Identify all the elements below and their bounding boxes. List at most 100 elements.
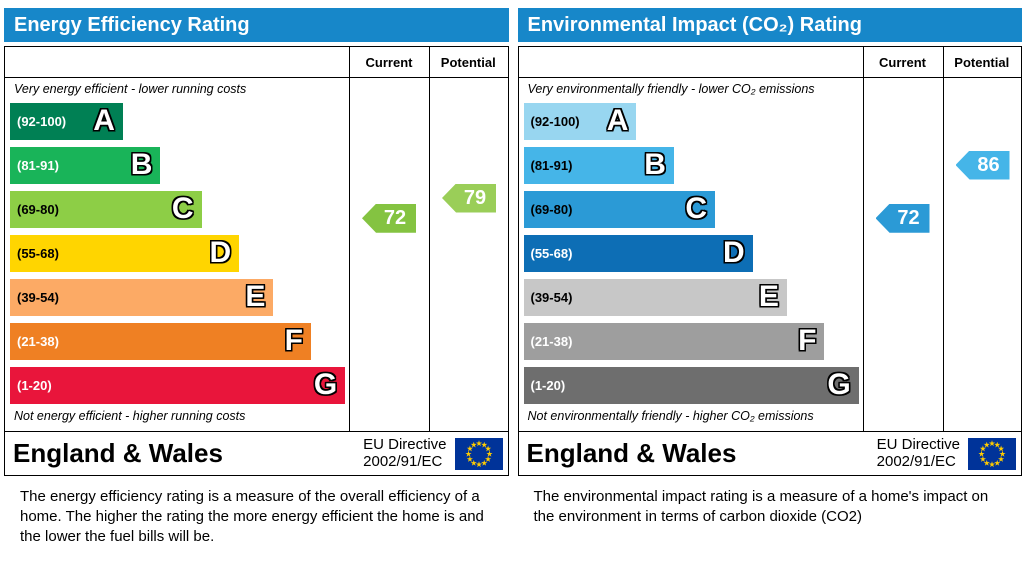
band-bar-e: (39-54) E: [523, 278, 787, 316]
band-bar-a: (92-100) A: [10, 102, 123, 140]
band-letter: B: [644, 148, 666, 181]
band-row-g: (1-20) G: [520, 363, 862, 407]
band-area: Very energy efficient - lower running co…: [6, 79, 348, 430]
band-letter: G: [827, 368, 851, 401]
band-bar-f: (21-38) F: [523, 322, 825, 360]
bands: (92-100) A (81-91) B (69-80) C (55-68) D (39-54)…: [520, 99, 862, 407]
band-range-label: (92-100): [530, 113, 580, 129]
band-row-b: (81-91) B: [6, 143, 348, 187]
column-headers: Current Potential: [5, 47, 508, 78]
band-letter: F: [284, 324, 303, 357]
band-letter: E: [758, 280, 779, 313]
footer: England & Wales EU Directive 2002/91/EC: [517, 431, 1022, 476]
environmental-impact-chart: Current Potential Very environmentally f…: [517, 46, 1022, 432]
eu-flag-icon: [968, 437, 1016, 470]
eu-directive-line1: EU Directive: [363, 435, 447, 453]
band-bar-b: (81-91) B: [10, 146, 161, 184]
band-range-label: (69-80): [530, 201, 573, 217]
potential-column-header: Potential: [440, 54, 496, 70]
band-row-b: (81-91) B: [520, 143, 862, 187]
eu-directive-line2: 2002/91/EC: [876, 452, 956, 470]
top-note: Very environmentally friendly - lower CO…: [527, 82, 815, 96]
band-bar-d: (55-68) D: [523, 234, 753, 272]
band-row-f: (21-38) F: [520, 319, 862, 363]
band-bar-f: (21-38) F: [10, 322, 311, 360]
band-row-a: (92-100) A: [520, 99, 862, 143]
energy-efficiency-title-bar: Energy Efficiency Rating: [4, 8, 509, 42]
band-range-label: (81-91): [17, 157, 59, 173]
band-letter: B: [130, 148, 153, 181]
panel-title-text: Energy Efficiency Rating: [14, 13, 250, 36]
energy-efficiency-chart: Current Potential Very energy efficient …: [4, 46, 509, 432]
energy-efficiency-panel: Energy Efficiency Rating Current Potenti…: [4, 8, 509, 547]
band-letter: A: [606, 104, 629, 137]
band-area: Very environmentally friendly - lower CO…: [520, 79, 862, 430]
top-note: Very energy efficient - lower running co…: [14, 82, 247, 96]
current-rating-arrow: 72: [362, 203, 416, 233]
band-letter: A: [93, 104, 115, 137]
band-range-label: (81-91): [530, 157, 573, 173]
band-bar-b: (81-91) B: [523, 146, 674, 184]
eu-flag-icon: [454, 437, 503, 470]
potential-rating-arrow: 86: [955, 150, 1010, 180]
column-headers: Current Potential: [518, 47, 1021, 78]
region-label: England & Wales: [526, 438, 737, 468]
band-letter: C: [685, 192, 708, 225]
band-row-f: (21-38) F: [6, 319, 348, 363]
current-column-header: Current: [879, 54, 926, 70]
potential-column-header: Potential: [954, 54, 1010, 70]
environmental-impact-panel: Environmental Impact (CO₂) Rating Curren…: [517, 8, 1022, 547]
band-bar-c: (69-80) C: [10, 190, 202, 228]
eu-directive-label: EU Directive 2002/91/EC: [363, 435, 447, 471]
band-range-label: (55-68): [530, 245, 573, 261]
band-letter: E: [245, 280, 266, 313]
band-range-label: (55-68): [17, 245, 59, 261]
band-bar-g: (1-20) G: [523, 366, 859, 404]
band-range-label: (21-38): [530, 333, 573, 349]
band-row-d: (55-68) D: [6, 231, 348, 275]
column-divider: [349, 47, 350, 431]
band-row-e: (39-54) E: [520, 275, 862, 319]
band-letter: G: [313, 368, 338, 401]
column-divider: [429, 47, 430, 431]
eu-directive-line2: 2002/91/EC: [363, 452, 443, 470]
band-range-label: (39-54): [17, 289, 59, 305]
band-letter: F: [798, 324, 817, 357]
region-label: England & Wales: [13, 438, 223, 468]
footer: England & Wales EU Directive 2002/91/EC: [4, 431, 509, 476]
bottom-note: Not energy efficient - higher running co…: [14, 409, 246, 423]
band-row-g: (1-20) G: [6, 363, 348, 407]
epc-ratings-page: Energy Efficiency Rating Current Potenti…: [4, 8, 1022, 547]
band-bar-g: (1-20) G: [10, 366, 346, 404]
band-bar-a: (92-100) A: [523, 102, 637, 140]
band-letter: C: [171, 192, 194, 225]
current-column-header: Current: [365, 54, 413, 70]
band-range-label: (69-80): [17, 201, 59, 217]
band-range-label: (39-54): [530, 289, 573, 305]
band-row-a: (92-100) A: [6, 99, 348, 143]
band-range-label: (1-20): [530, 377, 566, 393]
band-letter: D: [722, 236, 745, 269]
current-rating-arrow: 72: [875, 203, 930, 233]
band-bar-e: (39-54) E: [10, 278, 274, 316]
band-row-c: (69-80) C: [6, 187, 348, 231]
eu-directive-label: EU Directive 2002/91/EC: [876, 435, 960, 471]
band-range-label: (21-38): [17, 333, 59, 349]
panel-title-text: Environmental Impact (CO₂) Rating: [527, 13, 862, 36]
band-row-d: (55-68) D: [520, 231, 862, 275]
band-bar-c: (69-80) C: [523, 190, 716, 228]
description-text: The environmental impact rating is a mea…: [533, 488, 989, 525]
band-row-e: (39-54) E: [6, 275, 348, 319]
column-divider: [942, 47, 944, 431]
band-range-label: (92-100): [17, 113, 67, 129]
band-bar-d: (55-68) D: [10, 234, 240, 272]
potential-rating-arrow: 79: [442, 183, 496, 213]
band-row-c: (69-80) C: [520, 187, 862, 231]
eu-directive-line1: EU Directive: [876, 435, 960, 453]
rating-panels: Energy Efficiency Rating Current Potenti…: [4, 8, 1022, 547]
environmental-impact-title-bar: Environmental Impact (CO₂) Rating: [517, 8, 1022, 42]
column-divider: [862, 47, 864, 431]
bottom-note: Not environmentally friendly - higher CO…: [527, 409, 814, 423]
description-text: The energy efficiency rating is a measur…: [20, 488, 484, 545]
band-range-label: (1-20): [17, 377, 52, 393]
